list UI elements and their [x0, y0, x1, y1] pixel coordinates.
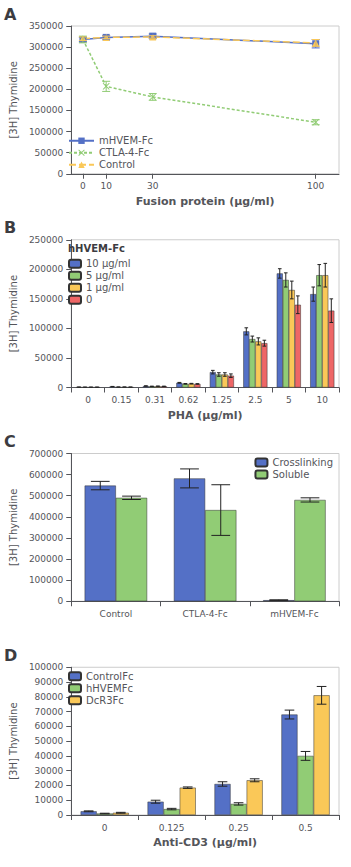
svg-text:0.5: 0.5	[298, 823, 312, 833]
svg-text:[3H] Thymidine: [3H] Thymidine	[8, 702, 19, 779]
svg-text:100000: 100000	[29, 127, 64, 137]
svg-text:90000: 90000	[35, 677, 64, 687]
svg-text:Soluble: Soluble	[272, 469, 309, 480]
svg-text:30: 30	[147, 181, 159, 191]
svg-text:250000: 250000	[29, 63, 64, 73]
svg-text:10000: 10000	[35, 795, 64, 805]
svg-text:50000: 50000	[35, 736, 64, 746]
svg-text:0.31: 0.31	[145, 395, 165, 405]
svg-text:0: 0	[58, 383, 64, 393]
svg-text:0: 0	[85, 395, 91, 405]
svg-text:60000: 60000	[35, 721, 64, 731]
svg-text:5 μg/ml: 5 μg/ml	[86, 270, 124, 281]
svg-text:100000: 100000	[29, 323, 64, 333]
svg-text:1.25: 1.25	[212, 395, 232, 405]
svg-text:0: 0	[86, 294, 92, 305]
svg-text:CTLA-4-Fc: CTLA-4-Fc	[182, 609, 227, 619]
svg-text:0: 0	[80, 181, 86, 191]
svg-text:100000: 100000	[29, 662, 64, 672]
svg-text:[3H] Thymidine: [3H] Thymidine	[8, 489, 19, 566]
svg-text:40000: 40000	[35, 751, 64, 761]
svg-text:350000: 350000	[29, 21, 64, 31]
svg-text:700000: 700000	[29, 449, 64, 459]
svg-text:250000: 250000	[29, 235, 64, 245]
svg-text:300000: 300000	[29, 42, 64, 52]
svg-text:150000: 150000	[29, 105, 64, 115]
svg-text:70000: 70000	[35, 707, 64, 717]
svg-text:0: 0	[58, 596, 64, 606]
svg-text:Control: Control	[99, 159, 135, 170]
svg-text:100: 100	[307, 181, 324, 191]
svg-text:hHVEMFc: hHVEMFc	[86, 683, 133, 694]
svg-text:10: 10	[100, 181, 112, 191]
svg-text:hHVEM-Fc: hHVEM-Fc	[68, 243, 125, 254]
svg-text:[3H] Thymidine: [3H] Thymidine	[8, 61, 19, 138]
svg-text:200000: 200000	[29, 264, 64, 274]
svg-text:Control: Control	[100, 609, 133, 619]
svg-text:Crosslinking: Crosslinking	[272, 457, 333, 468]
svg-text:[3H] Thymidine: [3H] Thymidine	[8, 275, 19, 352]
svg-text:50000: 50000	[35, 353, 64, 363]
svg-text:0: 0	[102, 823, 108, 833]
svg-text:PHA (μg/ml): PHA (μg/ml)	[168, 409, 243, 422]
svg-text:80000: 80000	[35, 692, 64, 702]
svg-text:D: D	[4, 646, 17, 665]
svg-text:0.15: 0.15	[111, 395, 131, 405]
svg-text:20000: 20000	[35, 780, 64, 790]
svg-text:0.125: 0.125	[159, 823, 185, 833]
svg-text:CTLA-4-Fc: CTLA-4-Fc	[99, 147, 149, 158]
svg-text:Anti-CD3 (μg/ml): Anti-CD3 (μg/ml)	[153, 836, 257, 849]
svg-text:0: 0	[58, 169, 64, 179]
svg-text:Fusion protein (μg/ml): Fusion protein (μg/ml)	[136, 195, 275, 208]
svg-text:C: C	[4, 432, 16, 451]
svg-text:200000: 200000	[29, 84, 64, 94]
svg-text:600000: 600000	[29, 470, 64, 480]
svg-text:150000: 150000	[29, 294, 64, 304]
svg-text:DcR3Fc: DcR3Fc	[86, 695, 124, 706]
svg-text:500000: 500000	[29, 491, 64, 501]
svg-text:100000: 100000	[29, 575, 64, 585]
svg-text:mHVEM-Fc: mHVEM-Fc	[99, 135, 153, 146]
svg-text:5: 5	[286, 395, 292, 405]
svg-text:A: A	[4, 5, 17, 24]
svg-text:10: 10	[317, 395, 329, 405]
svg-text:0: 0	[58, 810, 64, 820]
svg-text:400000: 400000	[29, 512, 64, 522]
svg-text:0.25: 0.25	[229, 823, 249, 833]
svg-text:ControlFc: ControlFc	[86, 671, 133, 682]
svg-text:50000: 50000	[35, 148, 64, 158]
svg-text:mHVEM-Fc: mHVEM-Fc	[270, 609, 319, 619]
svg-text:300000: 300000	[29, 533, 64, 543]
svg-text:1 μg/ml: 1 μg/ml	[86, 282, 124, 293]
svg-text:B: B	[4, 218, 16, 237]
svg-text:30000: 30000	[35, 766, 64, 776]
svg-text:0.62: 0.62	[178, 395, 198, 405]
svg-text:2.5: 2.5	[248, 395, 262, 405]
svg-text:10 μg/ml: 10 μg/ml	[86, 258, 131, 269]
svg-text:200000: 200000	[29, 554, 64, 564]
